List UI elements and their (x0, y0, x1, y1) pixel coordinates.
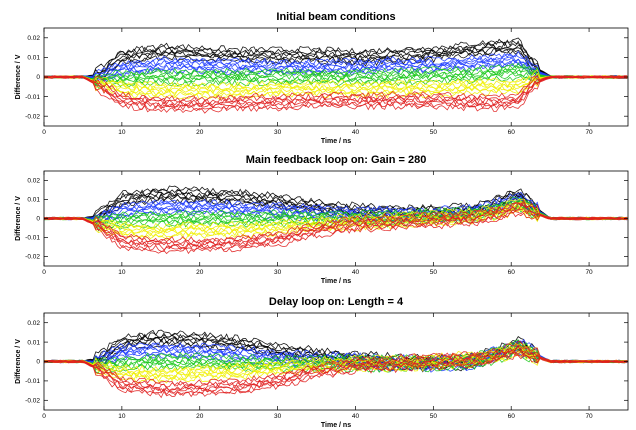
series-line (44, 196, 628, 222)
chart-panel-3: Delay loop on: Length = 4 0 10 20 30 40 50 60 70… (15, 296, 629, 429)
x-tick-label: 60 (508, 413, 516, 420)
series-line (44, 75, 628, 107)
y-tick-label: 0.02 (27, 320, 40, 327)
series-line (44, 199, 628, 243)
x-tick-label: 30 (274, 129, 282, 136)
series-line (44, 341, 628, 387)
y-tick-label: -0.02 (25, 254, 40, 261)
x-tick-label: 0 (42, 269, 46, 276)
series-line (44, 56, 628, 79)
series-line (44, 74, 628, 105)
series-line (44, 44, 628, 78)
series-line (44, 75, 628, 102)
series-line (44, 69, 628, 89)
series-bundle (44, 37, 628, 114)
series-line (44, 185, 628, 219)
y-tick-label: 0.01 (27, 55, 40, 62)
chart-title: Delay loop on: Length = 4 (269, 296, 404, 308)
x-tick-label: 60 (508, 129, 516, 136)
series-line (44, 39, 628, 78)
series-line (44, 209, 628, 252)
x-tick-label: 50 (430, 269, 438, 276)
y-tick-label: 0.01 (27, 197, 40, 204)
x-tick-label: 40 (352, 269, 360, 276)
series-line (44, 76, 628, 110)
series-line (44, 345, 628, 377)
y-tick-label: 0.02 (27, 178, 40, 185)
series-line (44, 346, 628, 370)
series-line (44, 205, 628, 249)
x-axis-label: Time / ns (321, 422, 351, 429)
x-tick-label: 70 (585, 413, 593, 420)
x-tick-label: 0 (42, 413, 46, 420)
series-line (44, 198, 628, 230)
series-bundle (44, 329, 628, 399)
y-tick-label: 0.01 (27, 339, 40, 346)
series-line (44, 350, 628, 394)
x-tick-label: 20 (196, 269, 204, 276)
x-tick-label: 70 (585, 269, 593, 276)
y-axis-label: Difference / V (15, 54, 22, 99)
x-tick-label: 70 (585, 129, 593, 136)
x-tick-label: 50 (430, 413, 438, 420)
x-axis-label: Time / ns (321, 278, 351, 285)
chart-panel-1: Initial beam conditions 0 10 20 30 40 50 60 70 0.… (15, 11, 629, 145)
series-line (44, 50, 628, 78)
y-tick-label: 0 (36, 359, 40, 366)
series-line (44, 344, 628, 389)
x-tick-label: 50 (430, 129, 438, 136)
series-line (44, 62, 628, 80)
series-line (44, 76, 628, 114)
x-tick-label: 20 (196, 129, 204, 136)
x-tick-label: 10 (118, 413, 126, 420)
series-line (44, 68, 628, 84)
series-line (44, 56, 628, 81)
series-line (44, 341, 628, 373)
y-tick-label: -0.02 (25, 113, 40, 120)
y-tick-label: -0.01 (25, 378, 40, 385)
y-tick-label: -0.01 (25, 235, 40, 242)
series-line (44, 59, 628, 82)
x-tick-label: 60 (508, 269, 516, 276)
y-tick-label: 0 (36, 216, 40, 223)
series-bundle (44, 185, 628, 255)
x-tick-label: 0 (42, 129, 46, 136)
series-line (44, 202, 628, 248)
chart-panel-2: Main feedback loop on: Gain = 280 0 10 20 30… (15, 154, 629, 285)
series-line (44, 338, 628, 362)
series-line (44, 73, 628, 88)
x-tick-label: 40 (352, 129, 360, 136)
x-tick-label: 30 (274, 269, 282, 276)
series-line (44, 37, 628, 78)
x-tick-label: 20 (196, 413, 204, 420)
series-line (44, 192, 628, 219)
y-tick-label: 0.02 (27, 35, 40, 42)
y-tick-label: 0 (36, 74, 40, 81)
x-tick-label: 10 (118, 269, 126, 276)
x-tick-label: 10 (118, 129, 126, 136)
series-line (44, 345, 628, 391)
series-line (44, 211, 628, 255)
series-line (44, 76, 628, 108)
x-axis-label: Time / ns (321, 138, 351, 145)
series-line (44, 72, 628, 91)
chart-title: Main feedback loop on: Gain = 280 (246, 154, 427, 166)
y-tick-label: -0.02 (25, 398, 40, 405)
series-line (44, 352, 628, 373)
series-line (44, 76, 628, 101)
y-axis-label: Difference / V (15, 196, 22, 241)
y-tick-label: -0.01 (25, 94, 40, 101)
chart-title: Initial beam conditions (276, 11, 395, 23)
x-tick-label: 40 (352, 413, 360, 420)
series-line (44, 65, 628, 81)
x-tick-label: 30 (274, 413, 282, 420)
y-axis-label: Difference / V (15, 339, 22, 384)
series-line (44, 205, 628, 237)
